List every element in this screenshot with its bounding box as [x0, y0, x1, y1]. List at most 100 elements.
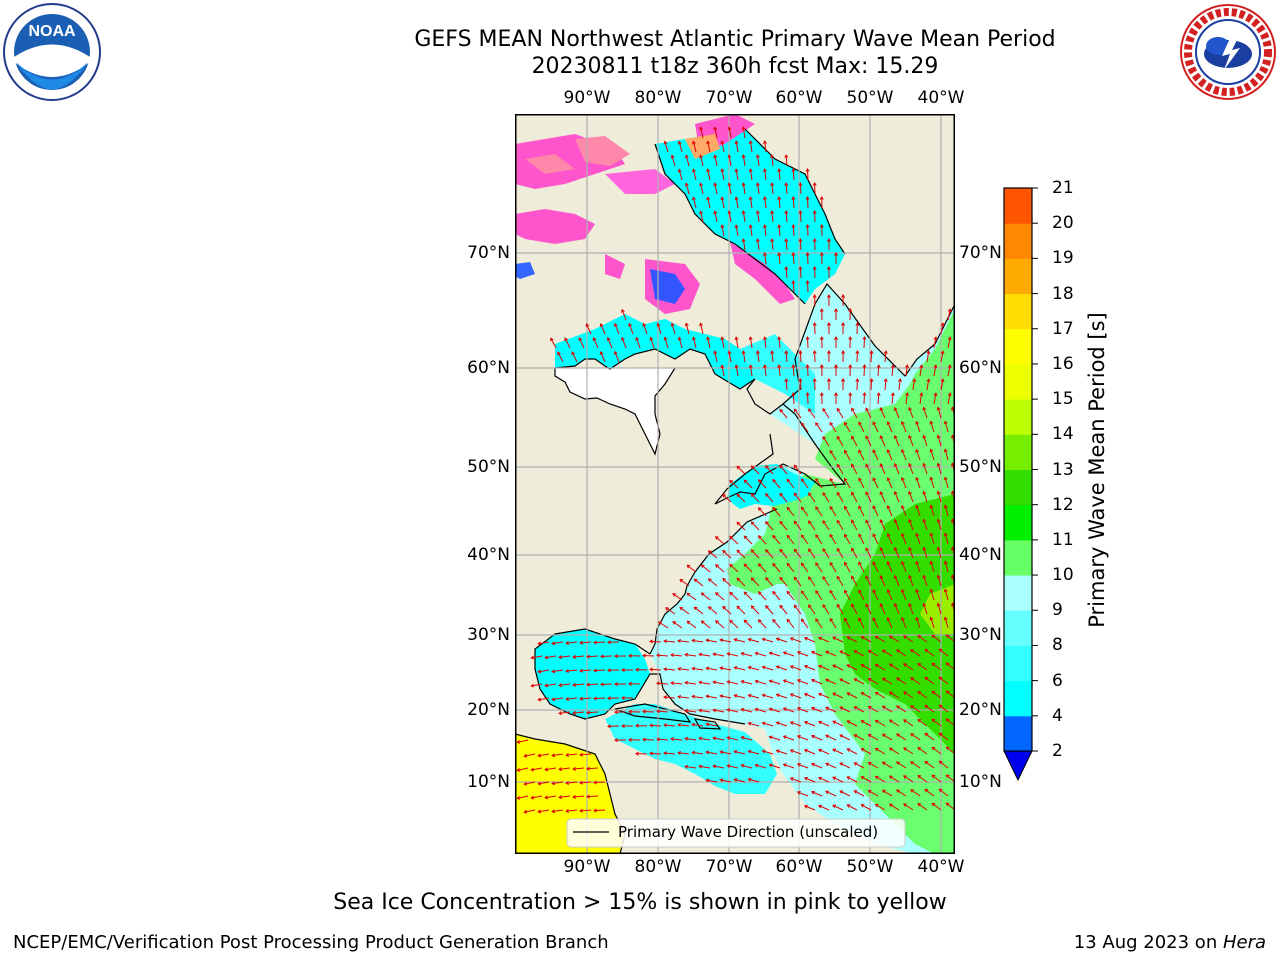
- wave-arrow: [825, 706, 837, 713]
- wave-arrow-head: [829, 449, 834, 454]
- wave-arrow-head: [579, 808, 583, 813]
- wave-arrow-head: [812, 322, 817, 326]
- wave-arrow-head: [684, 652, 689, 657]
- wave-arrow-head: [839, 762, 844, 766]
- wave-arrow-head: [803, 720, 808, 725]
- wave-arrow: [790, 637, 802, 643]
- wave-arrow: [894, 435, 900, 447]
- wave-arrow-head: [784, 182, 789, 186]
- colorbar-underflow-triangle: [1003, 750, 1033, 782]
- wave-arrow-head: [572, 710, 576, 715]
- wave-arrow: [748, 638, 760, 643]
- wave-arrow-head: [551, 697, 556, 702]
- wave-arrow: [686, 592, 697, 601]
- wave-arrow: [917, 803, 928, 811]
- wave-arrow: [517, 795, 529, 799]
- wave-arrow: [742, 239, 746, 251]
- wave-arrow: [875, 776, 886, 783]
- wave-arrow-head: [943, 560, 948, 565]
- wave-arrow-head: [779, 464, 784, 469]
- wave-arrow-head: [832, 720, 837, 725]
- wave-arrow-head: [712, 652, 717, 657]
- wave-arrow: [844, 506, 851, 517]
- wave-arrow-head: [614, 682, 618, 687]
- lon-label-bottom: 40°W: [917, 857, 965, 877]
- wave-arrow: [593, 337, 599, 349]
- wave-arrow: [806, 196, 809, 209]
- wave-arrow-head: [943, 504, 948, 509]
- wave-arrow: [919, 393, 923, 405]
- wave-arrow: [700, 155, 704, 167]
- wave-arrow: [765, 493, 774, 503]
- wave-arrow: [720, 695, 732, 699]
- wave-arrow: [915, 505, 921, 517]
- wave-arrow-head: [663, 336, 668, 341]
- wave-arrow: [779, 493, 788, 503]
- wave-arrow: [621, 337, 627, 349]
- lat-label-left: 30°N: [467, 625, 510, 645]
- wave-arrow-head: [719, 666, 724, 671]
- wave-arrow-head: [919, 392, 924, 397]
- wave-arrow: [720, 779, 732, 783]
- wave-arrow-head: [684, 680, 689, 685]
- colorbar-tick-label: 21: [1052, 178, 1074, 198]
- wave-arrow-head: [686, 564, 691, 569]
- wave-arrow: [829, 618, 837, 629]
- wave-arrow: [939, 732, 949, 741]
- wave-arrow: [728, 183, 732, 195]
- wave-period-map: Primary Wave Direction (unscaled): [515, 114, 955, 854]
- wave-arrow: [887, 477, 893, 489]
- wave-arrow-head: [908, 490, 912, 495]
- wave-arrow: [786, 619, 795, 629]
- wave-arrow-head: [677, 140, 682, 145]
- wave-arrow-head: [910, 705, 914, 709]
- wave-arrow-head: [836, 491, 841, 496]
- wave-arrow-head: [841, 322, 846, 326]
- wave-arrow: [887, 421, 893, 433]
- wave-arrow: [822, 604, 830, 615]
- wave-arrow: [720, 751, 732, 755]
- wave-arrow-head: [818, 692, 822, 697]
- wave-arrow: [593, 697, 606, 700]
- wave-arrow: [715, 620, 725, 629]
- wave-arrow: [851, 548, 858, 559]
- wave-arrow-head: [656, 653, 660, 658]
- wave-arrow: [778, 197, 781, 209]
- wave-arrow-head: [818, 720, 822, 725]
- wave-arrow: [635, 337, 641, 349]
- wave-arrow: [923, 463, 928, 475]
- wave-arrow: [924, 761, 935, 769]
- wave-arrow: [706, 639, 718, 643]
- wave-arrow: [861, 776, 872, 783]
- wave-arrow: [917, 719, 928, 727]
- wave-arrow-head: [712, 736, 717, 741]
- wave-arrow: [889, 719, 900, 727]
- wave-arrow: [861, 748, 872, 755]
- wave-arrow: [815, 534, 823, 545]
- wave-arrow: [804, 749, 816, 755]
- wave-arrow: [889, 775, 900, 783]
- wave-arrow: [910, 705, 921, 713]
- wave-arrow-head: [805, 336, 810, 340]
- wave-arrow-head: [707, 606, 712, 610]
- wave-arrow: [930, 617, 935, 629]
- wave-arrow: [910, 677, 921, 685]
- wave-arrow-head: [530, 795, 535, 800]
- wave-arrow-head: [782, 735, 787, 739]
- wave-arrow-head: [815, 562, 819, 566]
- wave-arrow-head: [943, 420, 948, 425]
- legend-label: Primary Wave Direction (unscaled): [618, 823, 878, 841]
- wave-arrow-head: [793, 492, 798, 497]
- wave-arrow-head: [829, 505, 834, 510]
- wave-arrow-head: [635, 751, 639, 756]
- wave-arrow: [836, 604, 844, 615]
- wave-arrow-head: [551, 781, 556, 786]
- wave-arrow-head: [726, 680, 731, 685]
- wave-arrow: [765, 605, 774, 615]
- wave-arrow: [700, 127, 704, 139]
- wave-arrow-head: [686, 592, 691, 597]
- wave-arrow-head: [727, 182, 732, 187]
- wave-arrow: [797, 679, 809, 685]
- wave-arrow: [903, 663, 914, 671]
- wave-arrow: [923, 491, 928, 503]
